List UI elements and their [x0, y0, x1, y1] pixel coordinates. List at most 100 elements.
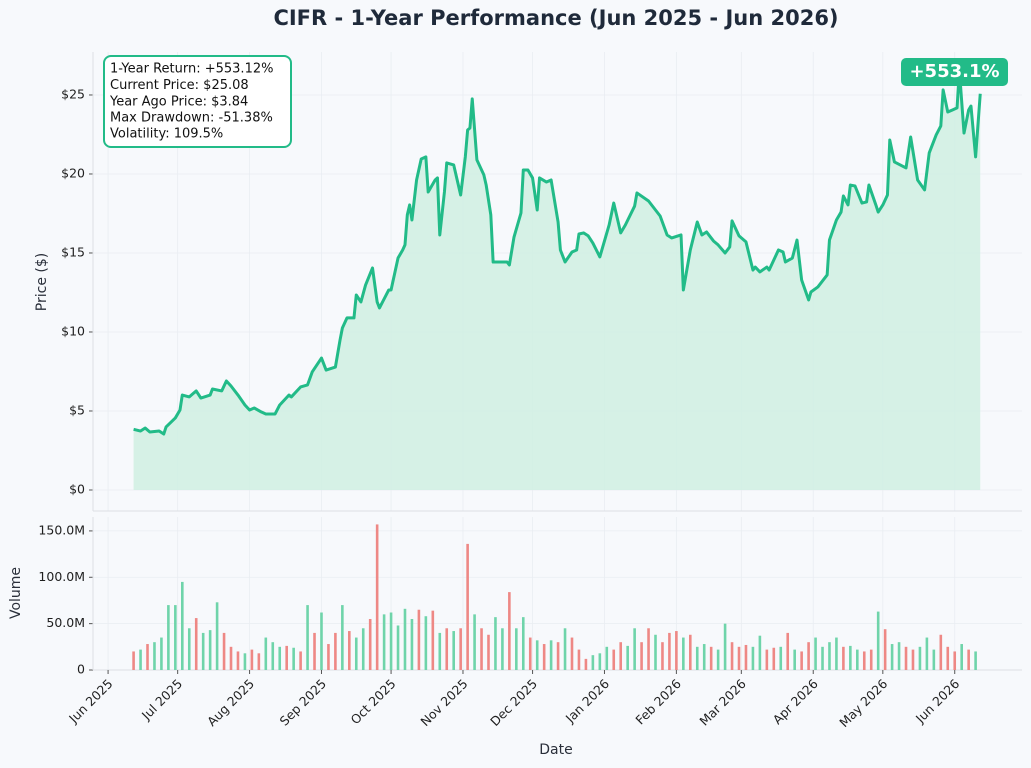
stat-line: Current Price: $25.08 [110, 78, 249, 93]
y-tick-label: $15 [61, 244, 85, 259]
volume-bar [640, 642, 643, 670]
volume-bar [661, 642, 664, 670]
y-axis-label: Volume [8, 567, 24, 619]
volume-bar [508, 592, 511, 670]
volume-bar [786, 632, 790, 670]
volume-bar [431, 610, 435, 670]
volume-bar [194, 618, 198, 670]
volume-bar [626, 645, 629, 670]
volume-bar [515, 628, 518, 670]
volume-bar [535, 640, 539, 670]
volume-bar [702, 644, 706, 670]
volume-bar [800, 651, 803, 670]
volume-bar [821, 646, 824, 670]
volume-bar [835, 637, 838, 670]
volume-bar [285, 645, 288, 670]
volume-bar [793, 649, 796, 670]
return-badge-text: +553.1% [909, 61, 999, 82]
volume-bar [278, 646, 282, 670]
volume-bar [695, 646, 699, 670]
volume-bar [487, 634, 490, 670]
stat-line: Year Ago Price: $3.84 [109, 95, 248, 110]
volume-bar [668, 632, 671, 670]
volume-bar [730, 642, 734, 670]
volume-bar [174, 605, 177, 670]
volume-bar [222, 632, 226, 670]
volume-bar [890, 644, 894, 670]
volume-bar [709, 646, 713, 670]
stat-line: Max Drawdown: -51.38% [110, 111, 273, 126]
volume-bar [883, 629, 887, 670]
volume-bar [953, 651, 957, 670]
volume-bar [647, 628, 650, 670]
volume-bar [584, 658, 588, 670]
volume-bar [396, 625, 400, 670]
volume-bar [862, 651, 866, 670]
y-tick-label: $0 [69, 481, 85, 496]
volume-bar [292, 647, 295, 670]
chart-title: CIFR - 1-Year Performance (Jun 2025 - Ju… [273, 6, 838, 30]
volume-bar [306, 605, 309, 670]
volume-bar [410, 619, 414, 670]
volume-bar [153, 642, 156, 670]
volume-bar [299, 651, 302, 670]
volume-bar [438, 632, 442, 670]
volume-bar [139, 649, 142, 670]
volume-bar [320, 612, 323, 670]
volume-bar [236, 651, 240, 670]
volume-bar [229, 646, 233, 670]
volume-bar [452, 631, 455, 670]
volume-bar [549, 640, 553, 670]
volume-bar [403, 608, 407, 670]
volume-bar [751, 646, 755, 670]
volume-bar [424, 616, 428, 670]
volume-bar [598, 653, 602, 670]
volume-bar [633, 628, 636, 670]
volume-bar [556, 642, 560, 670]
volume-bar [974, 651, 977, 670]
volume-bar [577, 649, 581, 670]
volume-bar [417, 609, 421, 670]
y-tick-label: $5 [69, 402, 85, 417]
volume-bar [723, 623, 727, 670]
y-tick-label: $20 [61, 165, 85, 180]
x-axis-label: Date [539, 742, 572, 758]
volume-bar [605, 646, 609, 670]
y-axis-label: Price ($) [34, 253, 50, 311]
volume-bar [772, 647, 776, 670]
volume-bar [445, 628, 449, 670]
volume-bar [807, 642, 810, 670]
volume-bar [716, 649, 720, 670]
volume-bar [737, 646, 741, 670]
y-tick-label: $10 [61, 323, 85, 338]
volume-bar [911, 649, 915, 670]
volume-bar [389, 612, 393, 670]
volume-bar [187, 628, 191, 670]
volume-bar [146, 644, 149, 670]
volume-bar [375, 524, 379, 670]
volume-bar [466, 543, 469, 670]
volume-bar [918, 646, 922, 670]
volume-bar [160, 637, 163, 670]
volume-bar [960, 644, 963, 670]
volume-bar [480, 628, 483, 670]
price-line [133, 68, 982, 436]
volume-bar [682, 637, 685, 670]
volume-bar [925, 637, 929, 670]
volume-bar [563, 628, 567, 670]
volume-bar [849, 645, 852, 670]
volume-bar [904, 646, 908, 670]
volume-bar [521, 617, 525, 670]
volume-bar [361, 628, 365, 670]
volume-bar [897, 642, 901, 670]
volume-bar [612, 649, 616, 670]
y-tick-label: 50.0M [46, 615, 85, 630]
volume-bar [675, 631, 678, 670]
area-fill [133, 70, 981, 490]
y-tick-label: 150.0M [38, 522, 85, 537]
volume-bar [459, 628, 462, 670]
y-tick-label: 100.0M [38, 569, 85, 584]
volume-bar [250, 649, 254, 670]
volume-bar [132, 651, 135, 670]
